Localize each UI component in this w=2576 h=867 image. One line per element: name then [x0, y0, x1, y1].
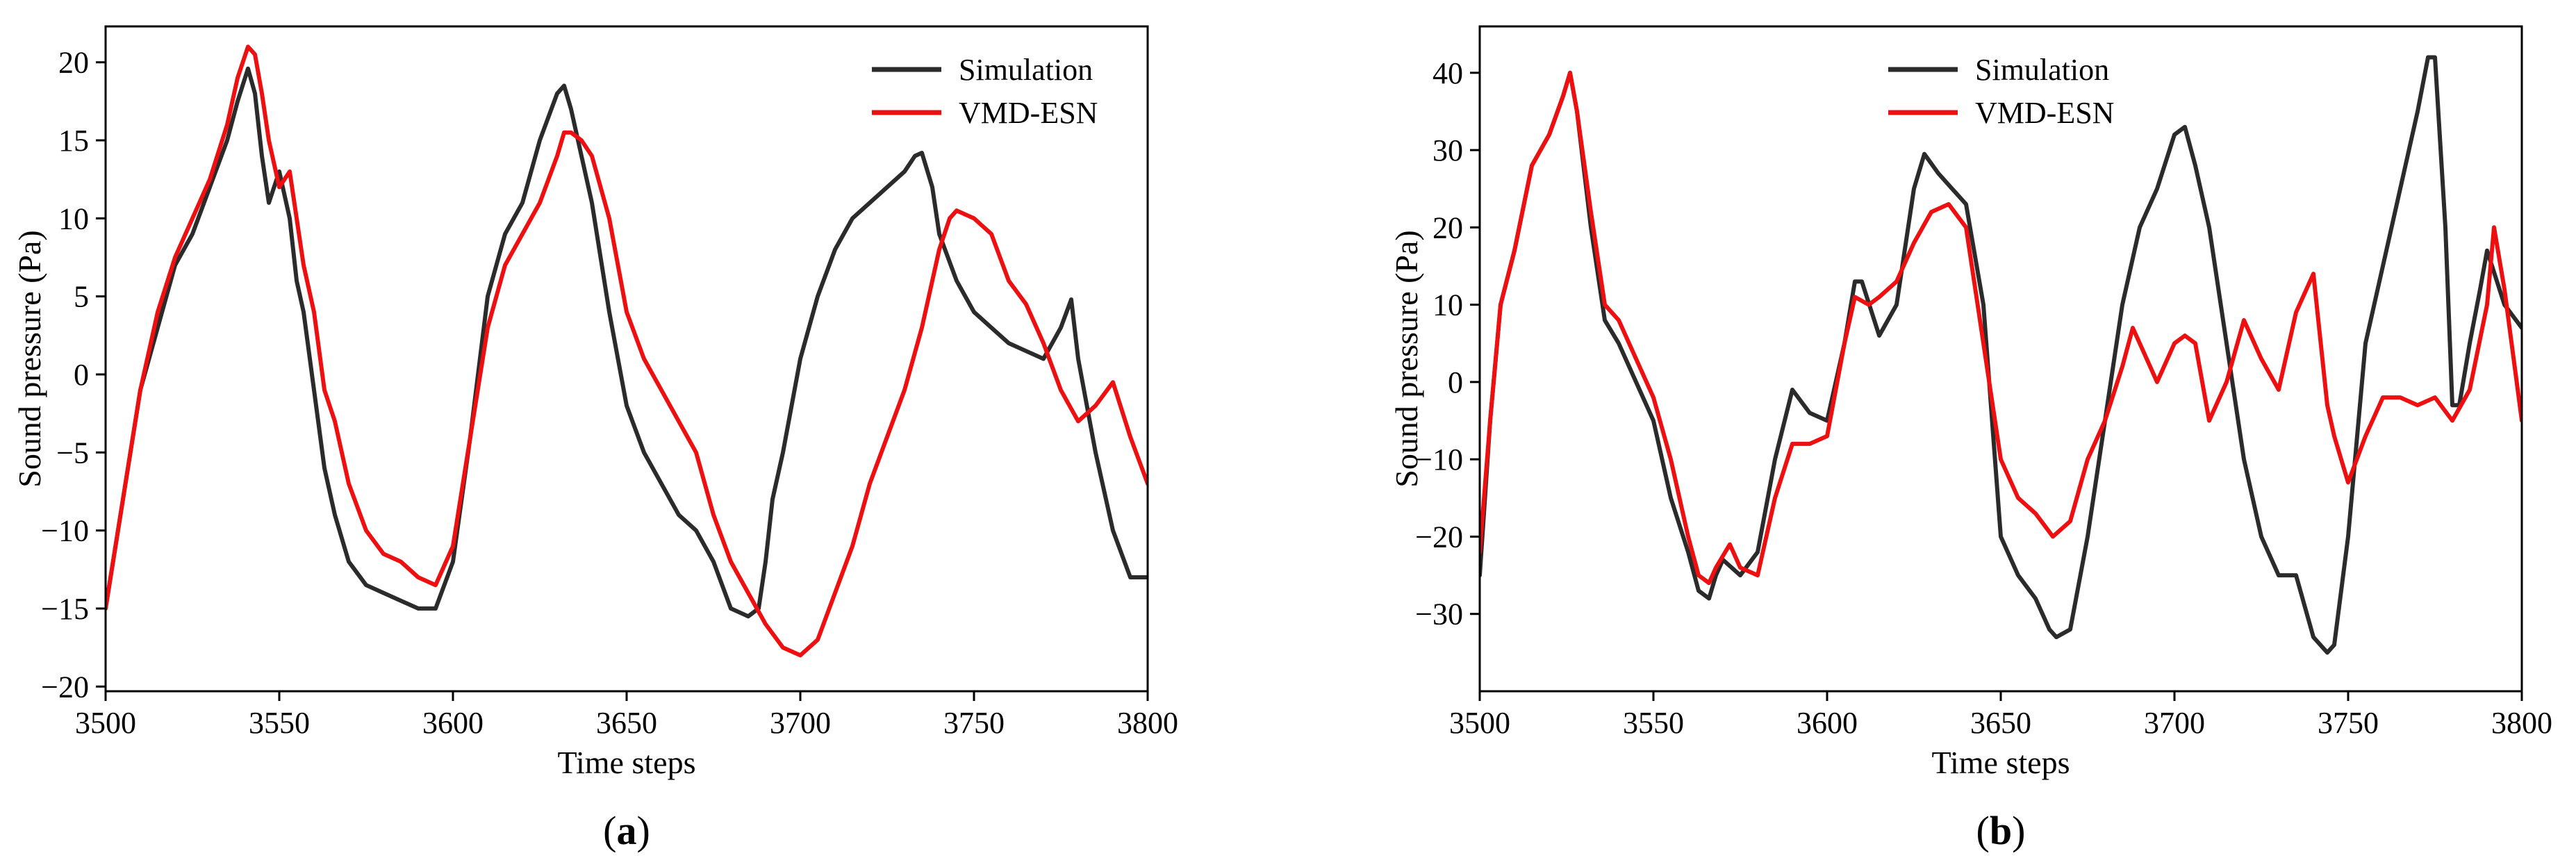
x-tick-label: 3800 — [1117, 706, 1178, 740]
y-tick-label: −30 — [1415, 597, 1463, 631]
x-tick-label: 3550 — [249, 706, 310, 740]
x-axis-label: Time steps — [558, 745, 696, 780]
y-tick-label: 20 — [58, 46, 89, 80]
y-tick-label: 0 — [74, 358, 89, 392]
chart-panel-b: 3500 3550 3600 3650 3700 3750 3800 −30 −20 −10 0 10… — [1389, 25, 2552, 853]
panel-label: (b) — [1976, 808, 2026, 853]
panel-label: (a) — [603, 808, 650, 853]
x-tick-label: 3650 — [1970, 706, 2031, 740]
y-tick-label: 5 — [74, 280, 89, 314]
x-tick-label: 3750 — [943, 706, 1005, 740]
y-tick-label: −5 — [56, 436, 89, 470]
legend-label: VMD-ESN — [959, 96, 1098, 130]
series-line-vmd-esn — [1480, 70, 2522, 586]
y-tick-label: 40 — [1433, 56, 1463, 90]
legend-label: VMD-ESN — [1975, 96, 2114, 130]
x-tick-label: 3500 — [75, 706, 136, 740]
legend-label: Simulation — [1975, 53, 2109, 87]
x-tick-label: 3700 — [770, 706, 831, 740]
y-tick-label: −15 — [41, 592, 89, 626]
y-tick-label: −20 — [41, 670, 89, 704]
x-tick-label: 3800 — [2491, 706, 2552, 740]
y-axis-label: Sound pressure (Pa) — [1389, 230, 1424, 488]
y-tick-label: −10 — [1415, 443, 1463, 477]
y-tick-label: 10 — [1433, 288, 1463, 322]
x-tick-label: 3600 — [1797, 706, 1858, 740]
series-line-vmd-esn — [106, 44, 1148, 658]
x-axis-label: Time steps — [1932, 745, 2070, 780]
series-line-simulation — [106, 66, 1148, 619]
legend-label: Simulation — [959, 53, 1093, 87]
y-tick-label: 30 — [1433, 133, 1463, 167]
chart-panel-a: 3500 3550 3600 3650 3700 3750 3800 −20 −15 −10 −5 0… — [12, 25, 1178, 853]
x-tick-label: 3700 — [2144, 706, 2205, 740]
y-tick-label: 15 — [58, 124, 89, 158]
y-axis-label: Sound pressure (Pa) — [12, 230, 47, 488]
x-tick-label: 3650 — [596, 706, 657, 740]
x-tick-label: 3550 — [1623, 706, 1684, 740]
x-tick-label: 3750 — [2318, 706, 2379, 740]
x-tick-label: 3500 — [1449, 706, 1510, 740]
y-tick-label: 0 — [1448, 365, 1463, 399]
series-line-simulation — [1480, 55, 2522, 655]
y-tick-label: −10 — [41, 514, 89, 548]
y-tick-label: −20 — [1415, 520, 1463, 554]
x-tick-label: 3600 — [422, 706, 484, 740]
y-tick-label: 20 — [1433, 210, 1463, 245]
y-tick-label: 10 — [58, 201, 89, 236]
